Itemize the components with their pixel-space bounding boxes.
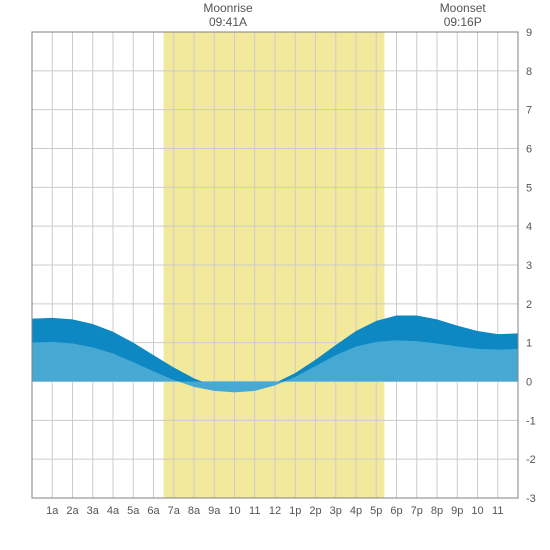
x-tick-label: 4p bbox=[350, 505, 362, 517]
x-tick-label: 6a bbox=[147, 505, 160, 517]
x-tick-label: 8a bbox=[188, 505, 201, 517]
x-tick-label: 7a bbox=[168, 505, 181, 517]
x-tick-label: 3p bbox=[330, 505, 342, 517]
chart-svg: -3-2-101234567891a2a3a4a5a6a7a8a9a101112… bbox=[0, 0, 550, 550]
x-tick-label: 10 bbox=[471, 505, 483, 517]
y-tick-label: -1 bbox=[526, 415, 536, 427]
y-tick-label: 1 bbox=[526, 338, 532, 350]
x-tick-label: 3a bbox=[87, 505, 100, 517]
x-tick-label: 12 bbox=[269, 505, 281, 517]
x-tick-label: 2p bbox=[309, 505, 321, 517]
x-tick-label: 11 bbox=[249, 505, 260, 517]
y-tick-label: 7 bbox=[526, 105, 532, 117]
x-tick-label: 7p bbox=[411, 505, 423, 517]
tide-chart: -3-2-101234567891a2a3a4a5a6a7a8a9a101112… bbox=[0, 0, 550, 550]
x-tick-label: 2a bbox=[66, 505, 79, 517]
x-tick-label: 9a bbox=[208, 505, 221, 517]
y-tick-label: 5 bbox=[526, 182, 532, 194]
y-tick-label: 0 bbox=[526, 377, 532, 389]
x-tick-label: 9p bbox=[451, 505, 463, 517]
x-tick-label: 6p bbox=[390, 505, 402, 517]
x-tick-label: 10 bbox=[228, 505, 240, 517]
x-tick-label: 1a bbox=[46, 505, 59, 517]
x-tick-label: 8p bbox=[431, 505, 443, 517]
y-tick-label: 6 bbox=[526, 144, 532, 156]
x-tick-label: 1p bbox=[289, 505, 301, 517]
y-tick-label: -3 bbox=[526, 493, 536, 505]
y-tick-label: 8 bbox=[526, 66, 532, 78]
y-tick-label: -2 bbox=[526, 454, 536, 466]
y-tick-label: 9 bbox=[526, 27, 532, 39]
y-tick-label: 3 bbox=[526, 260, 532, 272]
y-tick-label: 2 bbox=[526, 299, 532, 311]
y-tick-label: 4 bbox=[526, 221, 532, 233]
x-tick-label: 5p bbox=[370, 505, 382, 517]
moonrise-time: 09:41A bbox=[209, 15, 247, 29]
x-tick-label: 5a bbox=[127, 505, 140, 517]
moonset-time: 09:16P bbox=[444, 15, 482, 29]
x-tick-label: 4a bbox=[107, 505, 120, 517]
moonrise-title: Moonrise bbox=[203, 1, 253, 15]
moonset-title: Moonset bbox=[440, 1, 487, 15]
x-tick-label: 11 bbox=[492, 505, 503, 517]
